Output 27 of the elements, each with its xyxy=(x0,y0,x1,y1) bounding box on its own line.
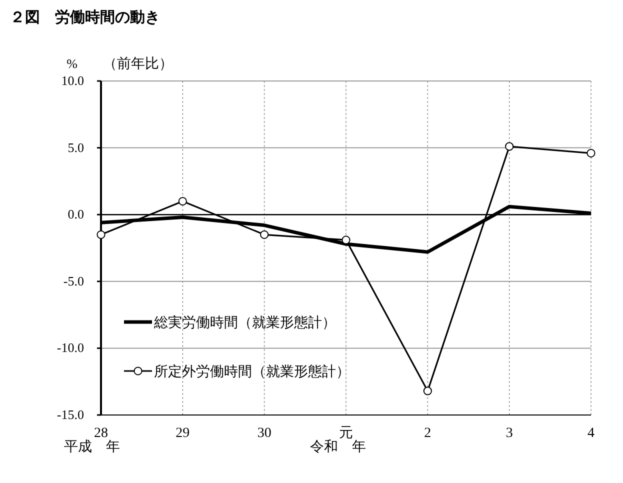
y-tick-label: -10.0 xyxy=(56,340,84,356)
legend-label: 総実労働時間（就業形態計） xyxy=(153,315,336,331)
point xyxy=(586,148,596,158)
y-tick-label: -5.0 xyxy=(63,273,84,288)
chart-title: ２図 労働時間の動き xyxy=(10,8,160,26)
x-tick-label: 30 xyxy=(257,426,272,441)
x-tick-label: 29 xyxy=(176,426,190,441)
x-tick-label: 2 xyxy=(424,426,432,441)
point xyxy=(423,386,432,396)
text: 令和 年 xyxy=(310,439,366,455)
text: 平成 年 xyxy=(64,439,120,455)
text: （前年比） xyxy=(103,56,173,72)
y-tick-label: -15.0 xyxy=(56,407,84,422)
legend-label: 所定外労働時間（就業形態計） xyxy=(154,364,350,380)
point xyxy=(260,230,269,239)
point xyxy=(96,230,106,239)
point xyxy=(505,142,514,151)
y-tick-label: 10.0 xyxy=(61,73,84,88)
x-tick-label: 元 xyxy=(339,426,353,441)
y-tick-label: 5.0 xyxy=(68,140,84,155)
point xyxy=(178,196,187,206)
y-axis-title: % xyxy=(66,56,78,71)
x-tick-label: 28 xyxy=(94,426,108,441)
y-tick-label: 0.0 xyxy=(68,206,84,222)
x-tick-label: 3 xyxy=(506,426,513,441)
x-tick-label: 4 xyxy=(588,426,594,441)
point xyxy=(342,236,350,244)
